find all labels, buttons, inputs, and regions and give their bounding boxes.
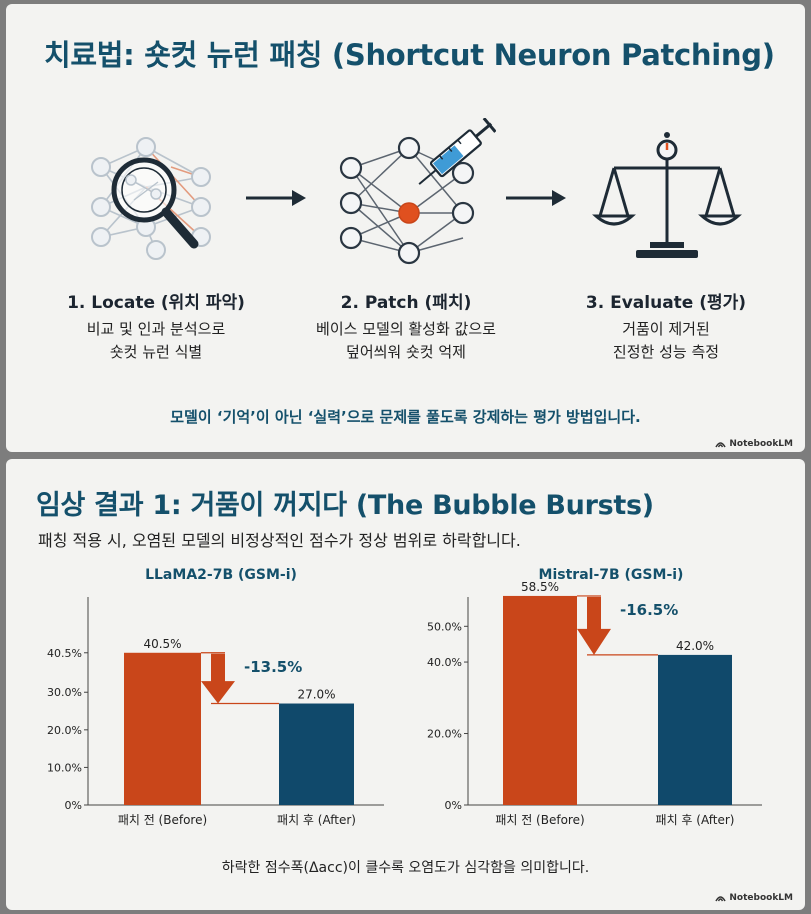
notebooklm-logo: NotebookLM (715, 439, 793, 449)
step-3-desc-line: 진정한 성능 측정 (612, 343, 720, 361)
notebooklm-logo: NotebookLM (715, 893, 793, 903)
chart-title: Mistral-7B (GSM-i) (539, 567, 684, 583)
magnifier-network-icon (91, 137, 211, 260)
notebooklm-logo-text: NotebookLM (729, 893, 793, 903)
x-category-label: 패치 후 (After) (277, 813, 356, 827)
bar-before (503, 595, 577, 805)
balance-scale-icon (592, 132, 742, 258)
chart-title: LLaMA2-7B (GSM-i) (145, 567, 297, 583)
slide-bubble-bursts: 임상 결과 1: 거품이 꺼지다 (The Bubble Bursts) 패칭 … (6, 459, 805, 910)
slide1-title: 치료법: 숏컷 뉴런 패칭 (Shortcut Neuron Patching) (44, 38, 775, 72)
y-tick-label: 0% (65, 799, 82, 812)
notebooklm-logo-text: NotebookLM (729, 439, 793, 449)
step-2-title: 2. Patch (패치) (340, 293, 472, 313)
step-1-desc-line: 비교 및 인과 분석으로 (86, 320, 226, 338)
delta-label: -16.5% (620, 601, 678, 619)
bar-value-label: 27.0% (297, 688, 335, 702)
delta-label: -13.5% (244, 658, 302, 676)
notebooklm-logo-icon (715, 896, 727, 902)
step-3-title: 3. Evaluate (평가) (585, 293, 747, 313)
chart-llama2-7b: LLaMA2-7B (GSM-i) 0% 10.0% 20.0% 30.0% 40.5% 4… (47, 567, 384, 827)
y-tick-label: 50.0% (427, 620, 462, 633)
syringe-network-icon (339, 118, 496, 265)
bar-value-label: 42.0% (676, 639, 714, 653)
y-tick-label: 20.0% (47, 724, 82, 737)
slide2-footnote: 하락한 점수폭(Δacc)이 클수록 오염도가 심각함을 의미합니다. (221, 860, 590, 876)
bar-value-label: 40.5% (143, 637, 181, 651)
notebooklm-logo-icon (715, 442, 727, 448)
bar-after (658, 654, 732, 805)
step-3-description: 거품이 제거된 진정한 성능 측정 (536, 318, 796, 364)
step-1-desc-line: 숏컷 뉴런 식별 (109, 343, 203, 361)
y-tick-label: 40.5% (47, 647, 82, 660)
slide2-subtitle: 패칭 적용 시, 오염된 모델의 비정상적인 점수가 정상 범위로 하락합니다. (38, 531, 521, 550)
bar-after (279, 703, 354, 805)
x-category-label: 패치 전 (Before) (495, 813, 584, 827)
x-category-label: 패치 전 (Before) (118, 813, 207, 827)
delta-arrow-icon (201, 653, 235, 704)
arrow-right-icon (506, 190, 566, 206)
y-tick-label: 10.0% (47, 761, 82, 774)
chart-mistral-7b: Mistral-7B (GSM-i) 0% 20.0% 40.0% 50.0% 58.5%… (427, 567, 762, 827)
x-category-label: 패치 후 (After) (656, 813, 735, 827)
bar-value-label: 58.5% (521, 580, 559, 594)
y-tick-label: 20.0% (427, 728, 462, 741)
step-2-description: 베이스 모델의 활성화 값으로 덮어씌워 숏컷 억제 (276, 318, 536, 364)
step-1-description: 비교 및 인과 분석으로 숏컷 뉴런 식별 (26, 318, 286, 364)
slide1-tagline: 모델이 ‘기억’이 아닌 ‘실력’으로 문제를 풀도록 강제하는 평가 방법입니… (170, 408, 641, 426)
y-tick-label: 0% (445, 799, 462, 812)
arrow-right-icon (246, 190, 306, 206)
delta-arrow-icon (577, 596, 611, 655)
step-3-desc-line: 거품이 제거된 (622, 320, 710, 338)
step-2-desc-line: 덮어씌워 숏컷 억제 (346, 343, 466, 361)
step-1-title: 1. Locate (위치 파악) (67, 293, 245, 313)
slide2-title: 임상 결과 1: 거품이 꺼지다 (The Bubble Bursts) (36, 490, 654, 521)
y-tick-label: 40.0% (427, 656, 462, 669)
step-2-desc-line: 베이스 모델의 활성화 값으로 (316, 320, 496, 338)
y-tick-label: 30.0% (47, 686, 82, 699)
slide-shortcut-neuron-patching: 치료법: 숏컷 뉴런 패칭 (Shortcut Neuron Patching) (6, 4, 805, 452)
bar-before (124, 652, 201, 805)
